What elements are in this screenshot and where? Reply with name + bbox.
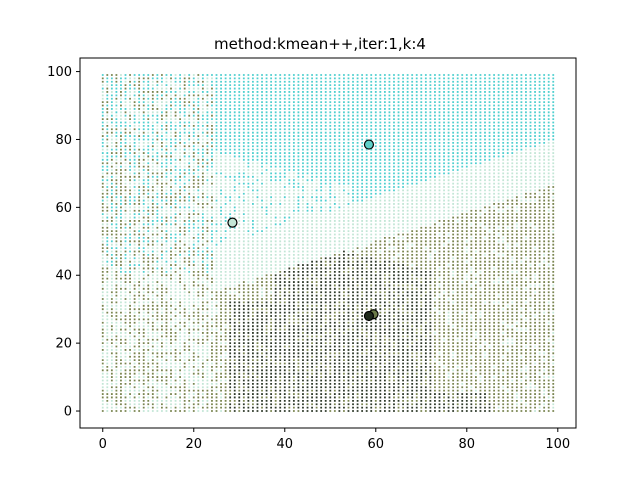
cluster-lightgreen-points [101, 74, 555, 412]
centroid-1 [363, 139, 375, 150]
plot-frame [79, 57, 577, 429]
y-tick-label: 100 [47, 65, 72, 80]
centroid-2 [227, 217, 238, 228]
x-axis: 0 20 40 60 80 100 [99, 428, 570, 452]
y-tick-label: 40 [55, 269, 72, 284]
data-points [101, 74, 555, 412]
x-tick-label: 60 [368, 437, 385, 452]
y-tick-label: 80 [55, 133, 72, 148]
y-tick-label: 60 [55, 201, 72, 216]
x-tick-label: 100 [545, 437, 570, 452]
x-tick-label: 0 [99, 437, 107, 452]
x-tick-label: 40 [276, 437, 293, 452]
cluster-olive-points [101, 74, 555, 412]
centroids [227, 139, 379, 322]
y-tick-label: 0 [64, 405, 72, 420]
cluster-dark-points [229, 250, 491, 412]
y-axis: 0 20 40 60 80 100 [47, 65, 80, 420]
chart-title: method:kmean++,iter:1,k:4 [214, 35, 426, 53]
x-tick-label: 20 [185, 437, 202, 452]
y-tick-label: 20 [55, 337, 72, 352]
cluster-cyan-points [101, 74, 555, 273]
centroid-4 [363, 310, 375, 322]
x-tick-label: 80 [459, 437, 476, 452]
